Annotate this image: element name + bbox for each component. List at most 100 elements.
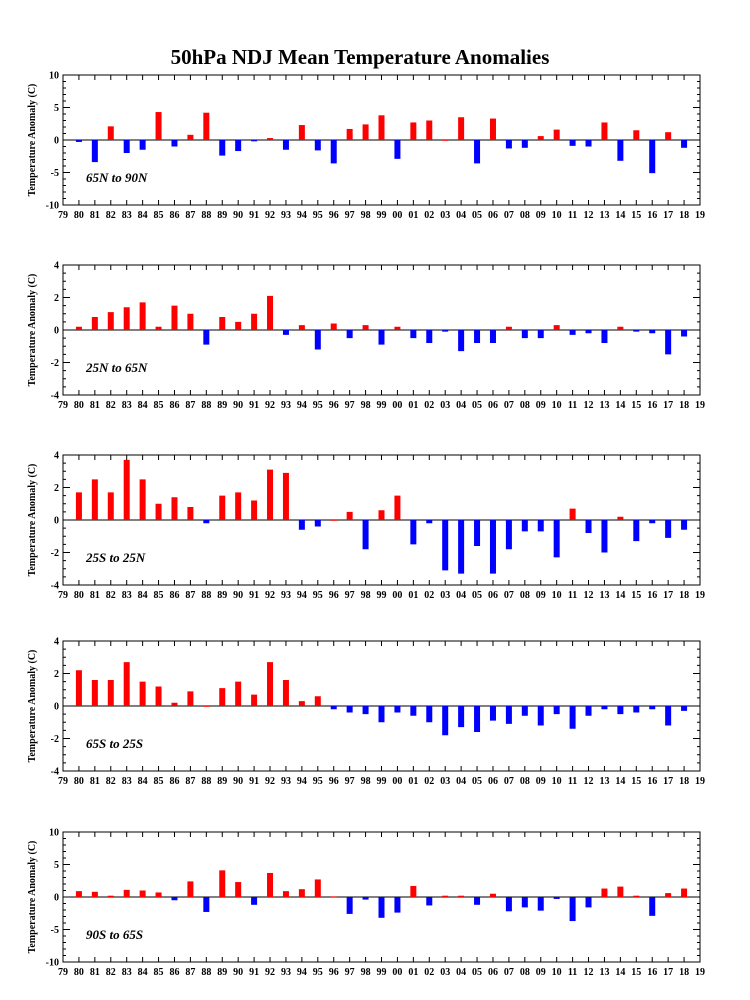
x-tick-label: 88 — [201, 210, 211, 221]
x-tick-label: 83 — [122, 967, 132, 978]
bar-99 — [378, 510, 385, 520]
x-tick-label: 85 — [154, 967, 164, 978]
bar-83 — [123, 140, 130, 153]
x-tick-label: 16 — [647, 210, 657, 221]
x-tick-label: 07 — [504, 776, 514, 787]
bar-05 — [474, 706, 481, 732]
x-tick-label: 82 — [106, 967, 116, 978]
x-tick-label: 03 — [440, 400, 450, 411]
x-tick-label: 06 — [488, 776, 498, 787]
bar-88 — [203, 706, 210, 707]
bar-12 — [585, 706, 592, 716]
bar-15 — [633, 330, 640, 332]
bar-11 — [569, 330, 576, 335]
y-axis-label: Temperature Anomaly (C) — [27, 650, 38, 763]
region-label: 65S to 25S — [86, 736, 143, 751]
bar-88 — [203, 897, 210, 912]
x-tick-label: 19 — [695, 967, 705, 978]
x-tick-label: 97 — [345, 776, 355, 787]
bar-03 — [442, 140, 449, 141]
x-tick-label: 90 — [233, 967, 243, 978]
x-tick-label: 05 — [472, 210, 482, 221]
x-tick-label: 90 — [233, 590, 243, 601]
x-tick-label: 82 — [106, 210, 116, 221]
x-tick-label: 01 — [408, 590, 418, 601]
x-tick-label: 81 — [90, 776, 100, 787]
bar-00 — [394, 495, 401, 520]
x-tick-label: 83 — [122, 210, 132, 221]
x-tick-label: 92 — [265, 590, 275, 601]
bar-94 — [298, 889, 305, 897]
x-tick-label: 88 — [201, 967, 211, 978]
x-tick-label: 13 — [599, 210, 609, 221]
bar-17 — [665, 520, 672, 538]
x-tick-label: 19 — [695, 776, 705, 787]
x-tick-label: 80 — [74, 210, 84, 221]
x-tick-label: 95 — [313, 590, 323, 601]
bar-01 — [410, 706, 417, 716]
bar-88 — [203, 520, 210, 524]
bar-94 — [298, 520, 305, 530]
bar-81 — [91, 891, 98, 897]
bar-99 — [378, 115, 385, 140]
bar-13 — [601, 706, 608, 710]
bar-84 — [139, 890, 146, 897]
x-tick-label: 03 — [440, 590, 450, 601]
x-tick-label: 17 — [663, 967, 673, 978]
x-tick-label: 79 — [58, 400, 68, 411]
x-tick-label: 91 — [249, 590, 259, 601]
x-tick-label: 96 — [329, 590, 339, 601]
bar-12 — [585, 330, 592, 334]
bar-01 — [410, 520, 417, 545]
chart-title: 50hPa NDJ Mean Temperature Anomalies — [171, 45, 550, 69]
bar-08 — [521, 330, 528, 339]
x-tick-label: 15 — [631, 776, 641, 787]
bar-11 — [569, 706, 576, 729]
x-tick-label: 81 — [90, 210, 100, 221]
bar-03 — [442, 706, 449, 736]
bar-13 — [601, 520, 608, 553]
y-tick-label: 0 — [54, 702, 59, 713]
bar-07 — [505, 706, 512, 724]
y-tick-label: -2 — [51, 358, 59, 369]
x-tick-label: 17 — [663, 590, 673, 601]
bar-02 — [426, 706, 433, 723]
x-tick-label: 79 — [58, 590, 68, 601]
bar-13 — [601, 122, 608, 140]
bar-03 — [442, 520, 449, 571]
y-tick-label: 0 — [54, 326, 59, 337]
x-tick-label: 19 — [695, 400, 705, 411]
x-tick-label: 12 — [584, 967, 594, 978]
bar-95 — [314, 330, 321, 350]
bar-02 — [426, 897, 433, 906]
x-tick-label: 99 — [377, 967, 387, 978]
x-tick-label: 98 — [361, 776, 371, 787]
bar-01 — [410, 330, 417, 339]
x-tick-label: 84 — [138, 210, 148, 221]
bar-84 — [139, 140, 146, 150]
x-tick-label: 08 — [520, 967, 530, 978]
x-tick-label: 10 — [552, 967, 562, 978]
bar-02 — [426, 520, 433, 524]
bar-06 — [489, 520, 496, 574]
x-tick-label: 13 — [599, 967, 609, 978]
y-tick-label: -2 — [51, 734, 59, 745]
x-tick-label: 14 — [615, 400, 625, 411]
bar-84 — [139, 681, 146, 706]
bar-97 — [346, 128, 353, 140]
x-tick-label: 18 — [679, 967, 689, 978]
x-tick-label: 15 — [631, 400, 641, 411]
bar-87 — [187, 691, 194, 706]
x-tick-label: 00 — [392, 210, 402, 221]
x-tick-label: 82 — [106, 400, 116, 411]
x-tick-label: 14 — [615, 967, 625, 978]
y-axis-label: Temperature Anomaly (C) — [27, 841, 38, 954]
x-tick-label: 09 — [536, 210, 546, 221]
bar-89 — [219, 495, 226, 520]
bar-13 — [601, 330, 608, 343]
x-tick-label: 97 — [345, 967, 355, 978]
bar-95 — [314, 879, 321, 897]
bar-00 — [394, 140, 401, 159]
x-tick-label: 90 — [233, 776, 243, 787]
bar-15 — [633, 706, 640, 713]
